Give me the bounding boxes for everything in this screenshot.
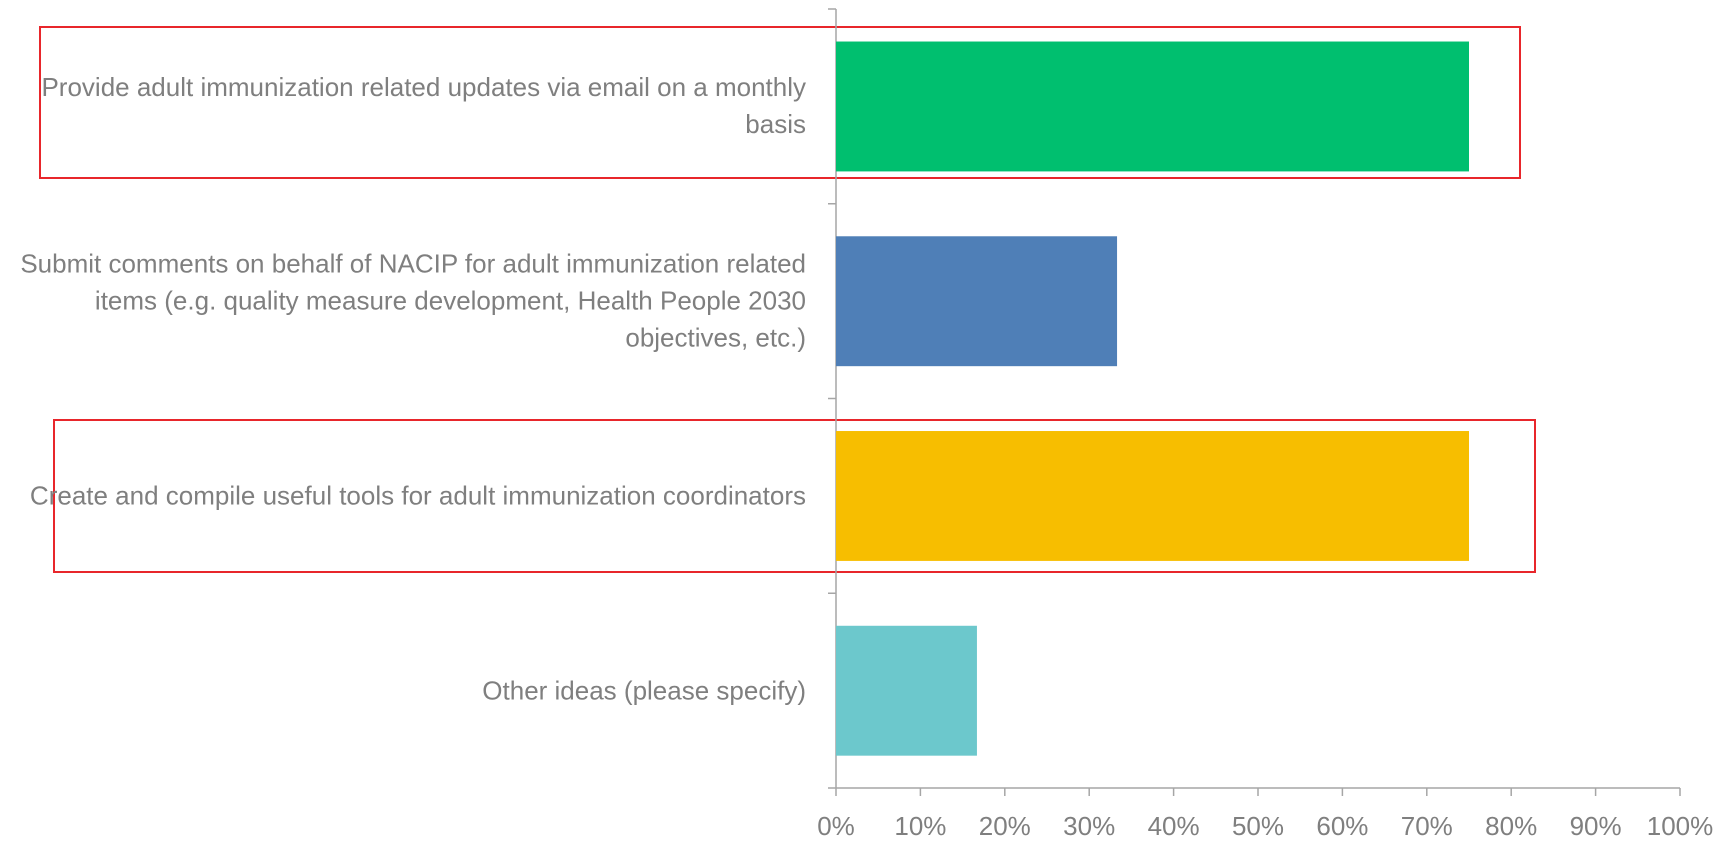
x-tick-label: 70% (1401, 811, 1453, 841)
bar (836, 625, 977, 756)
category-label: Submit comments on behalf of NACIP for a… (20, 248, 806, 353)
category-label: Provide adult immunization related updat… (41, 72, 806, 140)
x-tick-label: 30% (1063, 811, 1115, 841)
category-label: Other ideas (please specify) (482, 675, 806, 706)
x-tick-label: 40% (1148, 811, 1200, 841)
highlight-box (39, 26, 1521, 179)
x-tick-label: 20% (979, 811, 1031, 841)
x-tick-label: 50% (1232, 811, 1284, 841)
highlight-box (53, 419, 1536, 573)
x-tick-label: 100% (1647, 811, 1714, 841)
bar (836, 431, 1469, 561)
bar (836, 236, 1118, 367)
x-tick-label: 80% (1485, 811, 1537, 841)
x-tick-label: 10% (894, 811, 946, 841)
x-tick-label: 90% (1570, 811, 1622, 841)
x-tick-label: 60% (1316, 811, 1368, 841)
category-label: Create and compile useful tools for adul… (29, 480, 806, 511)
bar (836, 41, 1469, 172)
x-tick-label: 0% (817, 811, 855, 841)
